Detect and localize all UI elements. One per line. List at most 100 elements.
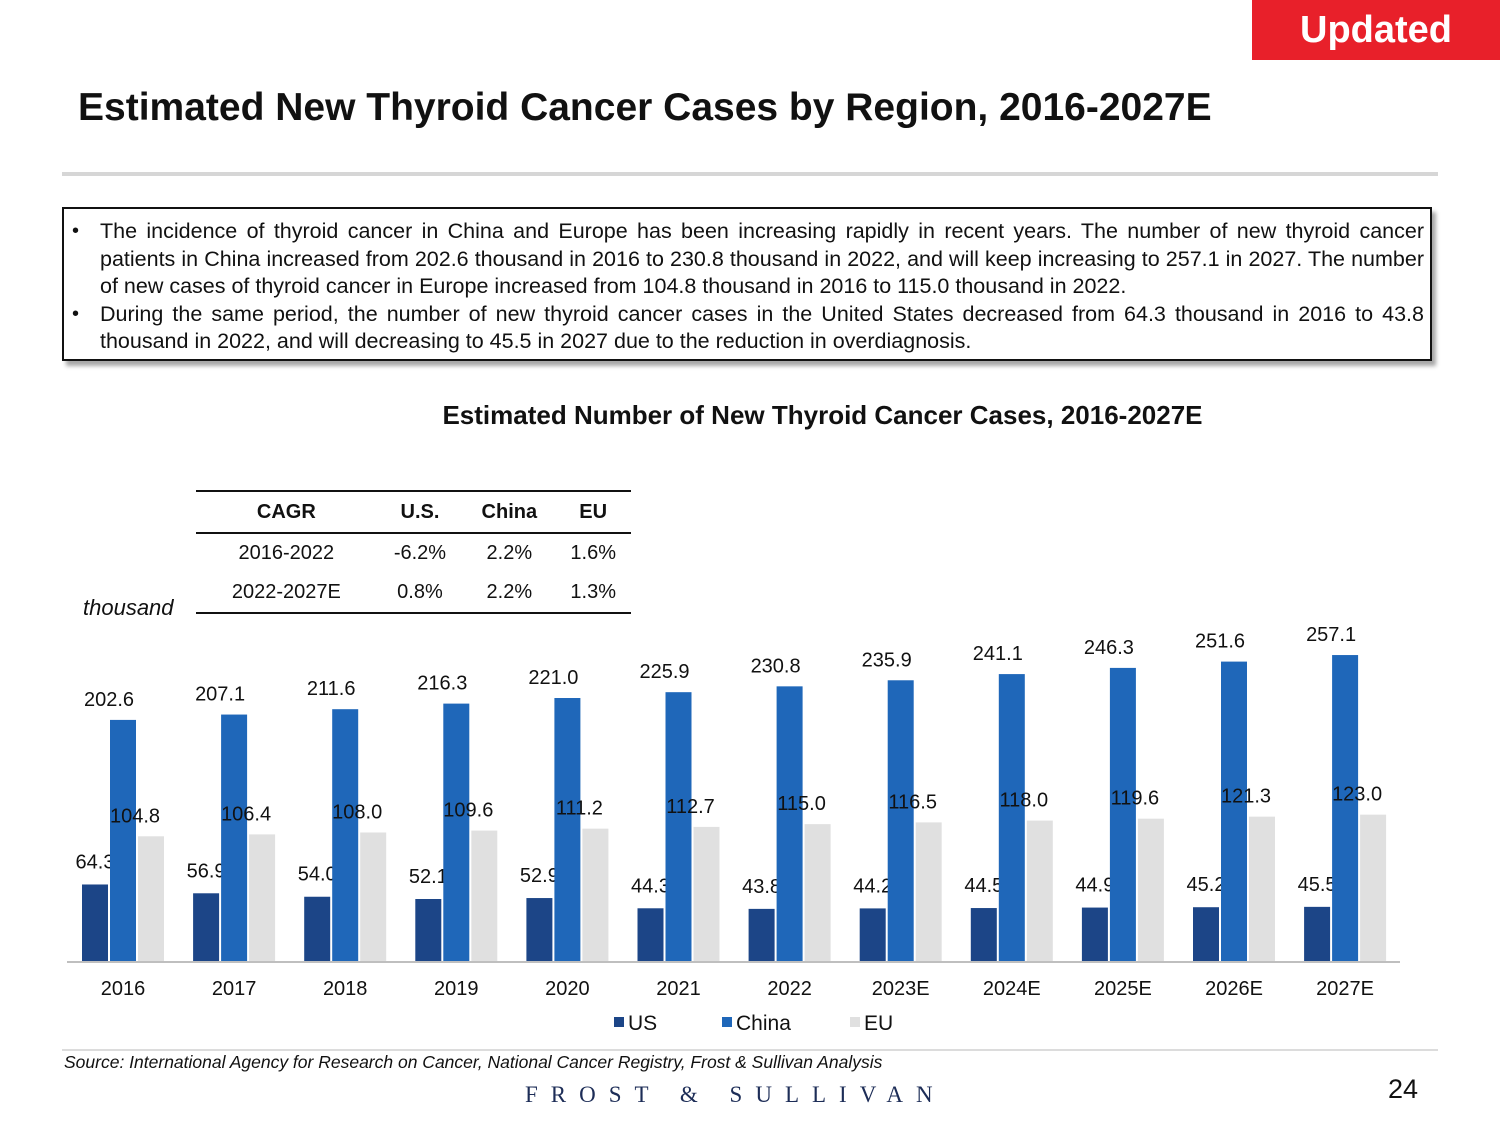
x-tick-label: 2023E	[872, 978, 930, 1000]
chart-title: Estimated Number of New Thyroid Cancer C…	[442, 400, 1203, 430]
summary-box: The incidence of thyroid cancer in China…	[62, 207, 1432, 361]
cagr-period: 2016-2022	[238, 542, 335, 564]
bar-us	[1304, 906, 1331, 961]
cagr-header-label: CAGR	[196, 490, 377, 534]
bar-us	[1081, 907, 1108, 961]
x-tick-label: 2017	[212, 978, 257, 1000]
x-tick-label: 2026E	[1205, 978, 1263, 1000]
data-label-us: 45.2	[1187, 874, 1226, 896]
cagr-header-us: U.S.	[376, 490, 464, 534]
summary-bullet-2: During the same period, the number of ne…	[72, 301, 1424, 356]
bar-eu	[804, 824, 831, 961]
legend-label-eu: EU	[864, 1012, 893, 1035]
data-label-eu: 106.4	[221, 803, 271, 825]
data-label-china: 241.1	[973, 643, 1023, 665]
legend-label-china: China	[736, 1012, 791, 1035]
cagr-row: 2022-2027E 0.8% 2.2% 1.3%	[196, 573, 631, 614]
page-title: Estimated New Thyroid Cancer Cases by Re…	[78, 86, 1212, 129]
x-tick-label: 2025E	[1094, 978, 1152, 1000]
bar-eu	[360, 832, 387, 961]
bar-eu	[471, 830, 498, 961]
bar-us	[415, 899, 442, 961]
data-label-china: 257.1	[1306, 624, 1356, 646]
cagr-header-row: CAGR U.S. China EU	[196, 490, 631, 534]
cagr-us: 0.8%	[376, 573, 464, 614]
x-tick-label: 2022	[767, 978, 812, 1000]
bar-us	[82, 884, 108, 961]
x-tick-label: 2020	[545, 978, 590, 1000]
bar-eu	[582, 828, 609, 961]
data-label-us: 44.9	[1075, 875, 1114, 897]
data-label-eu: 116.5	[888, 791, 937, 813]
bar-us	[970, 908, 997, 961]
bar-us	[193, 893, 220, 961]
x-tick-label: 2016	[101, 978, 146, 1000]
legend-label-us: US	[628, 1012, 657, 1035]
data-label-eu: 123.0	[1332, 784, 1382, 806]
bar-us	[526, 898, 553, 961]
updated-badge: Updated	[1252, 0, 1500, 60]
frost-sullivan-logo: FROST & SULLIVAN	[525, 1082, 946, 1107]
bar-us	[1193, 907, 1219, 961]
y-unit-label: thousand	[83, 595, 174, 620]
bar-china	[110, 719, 136, 961]
bar-china	[443, 703, 470, 961]
data-label-eu: 119.6	[1111, 788, 1160, 810]
data-label-china: 202.6	[84, 689, 134, 711]
source-note: Source: International Agency for Researc…	[64, 1052, 883, 1072]
data-label-china: 221.0	[528, 667, 578, 689]
data-label-eu: 108.0	[332, 801, 382, 823]
x-tick-label: 2018	[323, 978, 368, 1000]
bar-eu	[1249, 816, 1275, 961]
data-label-us: 44.5	[964, 875, 1003, 897]
data-label-us: 44.3	[631, 875, 670, 897]
bar-eu	[249, 834, 276, 961]
data-label-us: 44.2	[853, 875, 892, 897]
cagr-china: 2.2%	[486, 542, 533, 564]
data-label-us: 45.5	[1298, 874, 1337, 896]
bar-china	[887, 680, 914, 961]
data-label-china: 235.9	[862, 649, 912, 671]
footer-divider	[62, 1049, 1438, 1051]
bar-eu	[1137, 818, 1164, 961]
bar-china	[332, 709, 359, 961]
summary-list: The incidence of thyroid cancer in China…	[64, 209, 1430, 356]
x-tick-label: 2024E	[983, 978, 1041, 1000]
bar-china	[554, 698, 581, 961]
bar-china	[221, 714, 248, 961]
legend-swatch-china	[722, 1017, 732, 1027]
bar-china	[998, 674, 1025, 961]
data-label-china: 246.3	[1084, 637, 1134, 659]
bar-eu	[138, 836, 164, 961]
bar-us	[748, 908, 775, 961]
x-tick-label: 2019	[434, 978, 479, 1000]
legend-swatch-us	[614, 1017, 624, 1027]
data-label-china: 230.8	[751, 655, 801, 677]
bar-eu	[693, 826, 720, 961]
data-label-eu: 115.0	[777, 793, 826, 815]
bar-eu	[1026, 820, 1053, 961]
data-label-china: 216.3	[417, 673, 467, 695]
data-label-us: 52.9	[520, 865, 559, 887]
x-tick-label: 2027E	[1316, 978, 1374, 1000]
data-label-china: 207.1	[195, 684, 245, 706]
bar-china	[1109, 667, 1136, 961]
data-label-eu: 121.3	[1221, 786, 1271, 808]
data-label-eu: 111.2	[556, 798, 603, 820]
data-label-china: 251.6	[1195, 631, 1245, 653]
cagr-header-eu: EU	[555, 490, 631, 534]
data-label-china: 211.6	[307, 678, 356, 700]
bar-us	[637, 908, 664, 961]
bar-eu	[915, 822, 942, 961]
cagr-period: 2022-2027E	[196, 573, 377, 614]
bar-us	[304, 896, 331, 961]
cagr-table: CAGR U.S. China EU 2016-2022 -6.2% 2.2% …	[196, 490, 631, 614]
bar-china	[1332, 655, 1359, 961]
bar-china	[1221, 661, 1247, 961]
legend-swatch-eu	[850, 1017, 860, 1027]
data-label-eu: 104.8	[110, 805, 160, 827]
cagr-china: 2.2%	[463, 573, 556, 614]
x-tick-label: 2021	[656, 978, 701, 1000]
cagr-us: -6.2%	[393, 542, 447, 564]
